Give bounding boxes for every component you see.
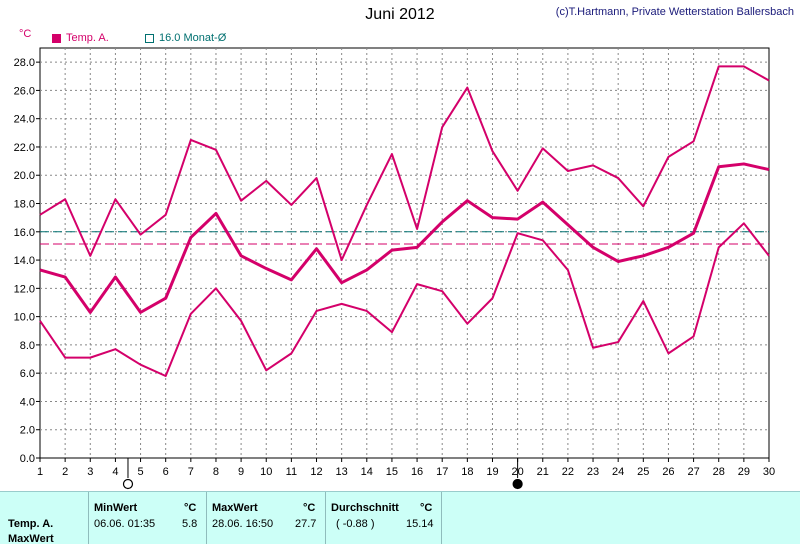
x-tick-label: 17 bbox=[436, 466, 448, 478]
legend-average-swatch bbox=[145, 33, 154, 43]
series-line-min bbox=[39, 222, 770, 377]
x-tick-label: 27 bbox=[687, 466, 699, 478]
min-unit: °C bbox=[184, 502, 197, 514]
y-tick-label: 12.0 bbox=[14, 283, 35, 295]
y-tick-label: 22.0 bbox=[14, 142, 35, 154]
x-tick-label: 22 bbox=[562, 466, 574, 478]
y-tick-label: 16.0 bbox=[14, 227, 35, 239]
x-tick-label: 5 bbox=[137, 466, 143, 478]
min-header: MinWert bbox=[94, 502, 138, 514]
y-tick-label: 28.0 bbox=[14, 57, 35, 69]
x-tick-label: 19 bbox=[486, 466, 498, 478]
min-value: 5.8 bbox=[182, 518, 198, 530]
panel-separator bbox=[325, 492, 326, 544]
copyright: (c)T.Hartmann, Private Wetterstation Bal… bbox=[555, 6, 794, 18]
y-tick-label: 4.0 bbox=[20, 396, 35, 408]
x-tick-label: 29 bbox=[738, 466, 750, 478]
max-unit: °C bbox=[303, 502, 316, 514]
avg-header: Durchschnitt bbox=[331, 502, 399, 514]
max-header: MaxWert bbox=[212, 502, 258, 514]
x-tick-label: 26 bbox=[662, 466, 674, 478]
panel-separator bbox=[206, 492, 207, 544]
y-tick-label: 8.0 bbox=[20, 340, 35, 352]
y-tick-label: 0.0 bbox=[20, 453, 35, 465]
y-tick-label: 24.0 bbox=[14, 114, 35, 126]
chart-title: Juni 2012 bbox=[365, 6, 435, 23]
y-tick-label: 2.0 bbox=[20, 425, 35, 437]
min-datetime: 06.06. 01:35 bbox=[94, 518, 156, 530]
avg-delta: ( -0.88 ) bbox=[336, 518, 375, 530]
panel-separator bbox=[441, 492, 442, 544]
x-tick-label: 23 bbox=[587, 466, 599, 478]
legend-temp-swatch bbox=[52, 33, 61, 43]
y-tick-label: 20.0 bbox=[14, 170, 35, 182]
x-tick-label: 16 bbox=[411, 466, 423, 478]
y-unit-label: °C bbox=[19, 28, 32, 40]
x-tick-label: 18 bbox=[461, 466, 473, 478]
legend-temp-label: Temp. A. bbox=[66, 32, 109, 44]
x-tick-label: 12 bbox=[310, 466, 322, 478]
x-tick-label: 10 bbox=[260, 466, 272, 478]
y-tick-label: 18.0 bbox=[14, 199, 35, 211]
row-sub-label: MaxWert bbox=[8, 533, 54, 545]
x-tick-label: 3 bbox=[87, 466, 93, 478]
x-tick-label: 30 bbox=[763, 466, 775, 478]
series-line-mean bbox=[39, 162, 770, 314]
x-tick-label: 13 bbox=[336, 466, 348, 478]
x-tick-label: 28 bbox=[713, 466, 725, 478]
avg-value: 15.14 bbox=[406, 518, 434, 530]
plot-area bbox=[39, 47, 770, 459]
avg-unit: °C bbox=[420, 502, 433, 514]
x-tick-label: 7 bbox=[188, 466, 194, 478]
x-tick-label: 25 bbox=[637, 466, 649, 478]
series-line-max bbox=[39, 65, 770, 262]
x-tick-label: 21 bbox=[537, 466, 549, 478]
y-tick-label: 6.0 bbox=[20, 368, 35, 380]
x-tick-label: 6 bbox=[163, 466, 169, 478]
y-tick-label: 14.0 bbox=[14, 255, 35, 267]
x-tick-label: 9 bbox=[238, 466, 244, 478]
legend-average-label: 16.0 Monat-Ø bbox=[159, 32, 227, 44]
x-tick-label: 4 bbox=[112, 466, 118, 478]
panel-separator bbox=[88, 492, 89, 544]
x-tick-label: 1 bbox=[37, 466, 43, 478]
x-tick-label: 15 bbox=[386, 466, 398, 478]
new-moon-icon bbox=[512, 478, 523, 490]
x-tick-label: 11 bbox=[286, 466, 297, 478]
summary-panel: Temp. A. MaxWert MinWert °C 06.06. 01:35… bbox=[0, 491, 800, 545]
temperature-chart: 0.0 2.0 4.0 6.0 8.0 10.0 12.0 14.0 16.0 18.0 20.0 2… bbox=[14, 47, 775, 490]
x-tick-label: 2 bbox=[62, 466, 68, 478]
full-moon-icon bbox=[122, 478, 134, 490]
legend-temp: Temp. A. bbox=[52, 32, 109, 44]
y-tick-label: 26.0 bbox=[14, 85, 35, 97]
max-datetime: 28.06. 16:50 bbox=[212, 518, 274, 530]
x-tick-label: 14 bbox=[361, 466, 373, 478]
max-value: 27.7 bbox=[295, 518, 317, 530]
y-tick-label: 10.0 bbox=[14, 312, 35, 324]
x-tick-label: 24 bbox=[612, 466, 624, 478]
legend-average: 16.0 Monat-Ø bbox=[145, 32, 226, 44]
x-tick-label: 8 bbox=[213, 466, 219, 478]
row-label: Temp. A. bbox=[8, 518, 54, 530]
